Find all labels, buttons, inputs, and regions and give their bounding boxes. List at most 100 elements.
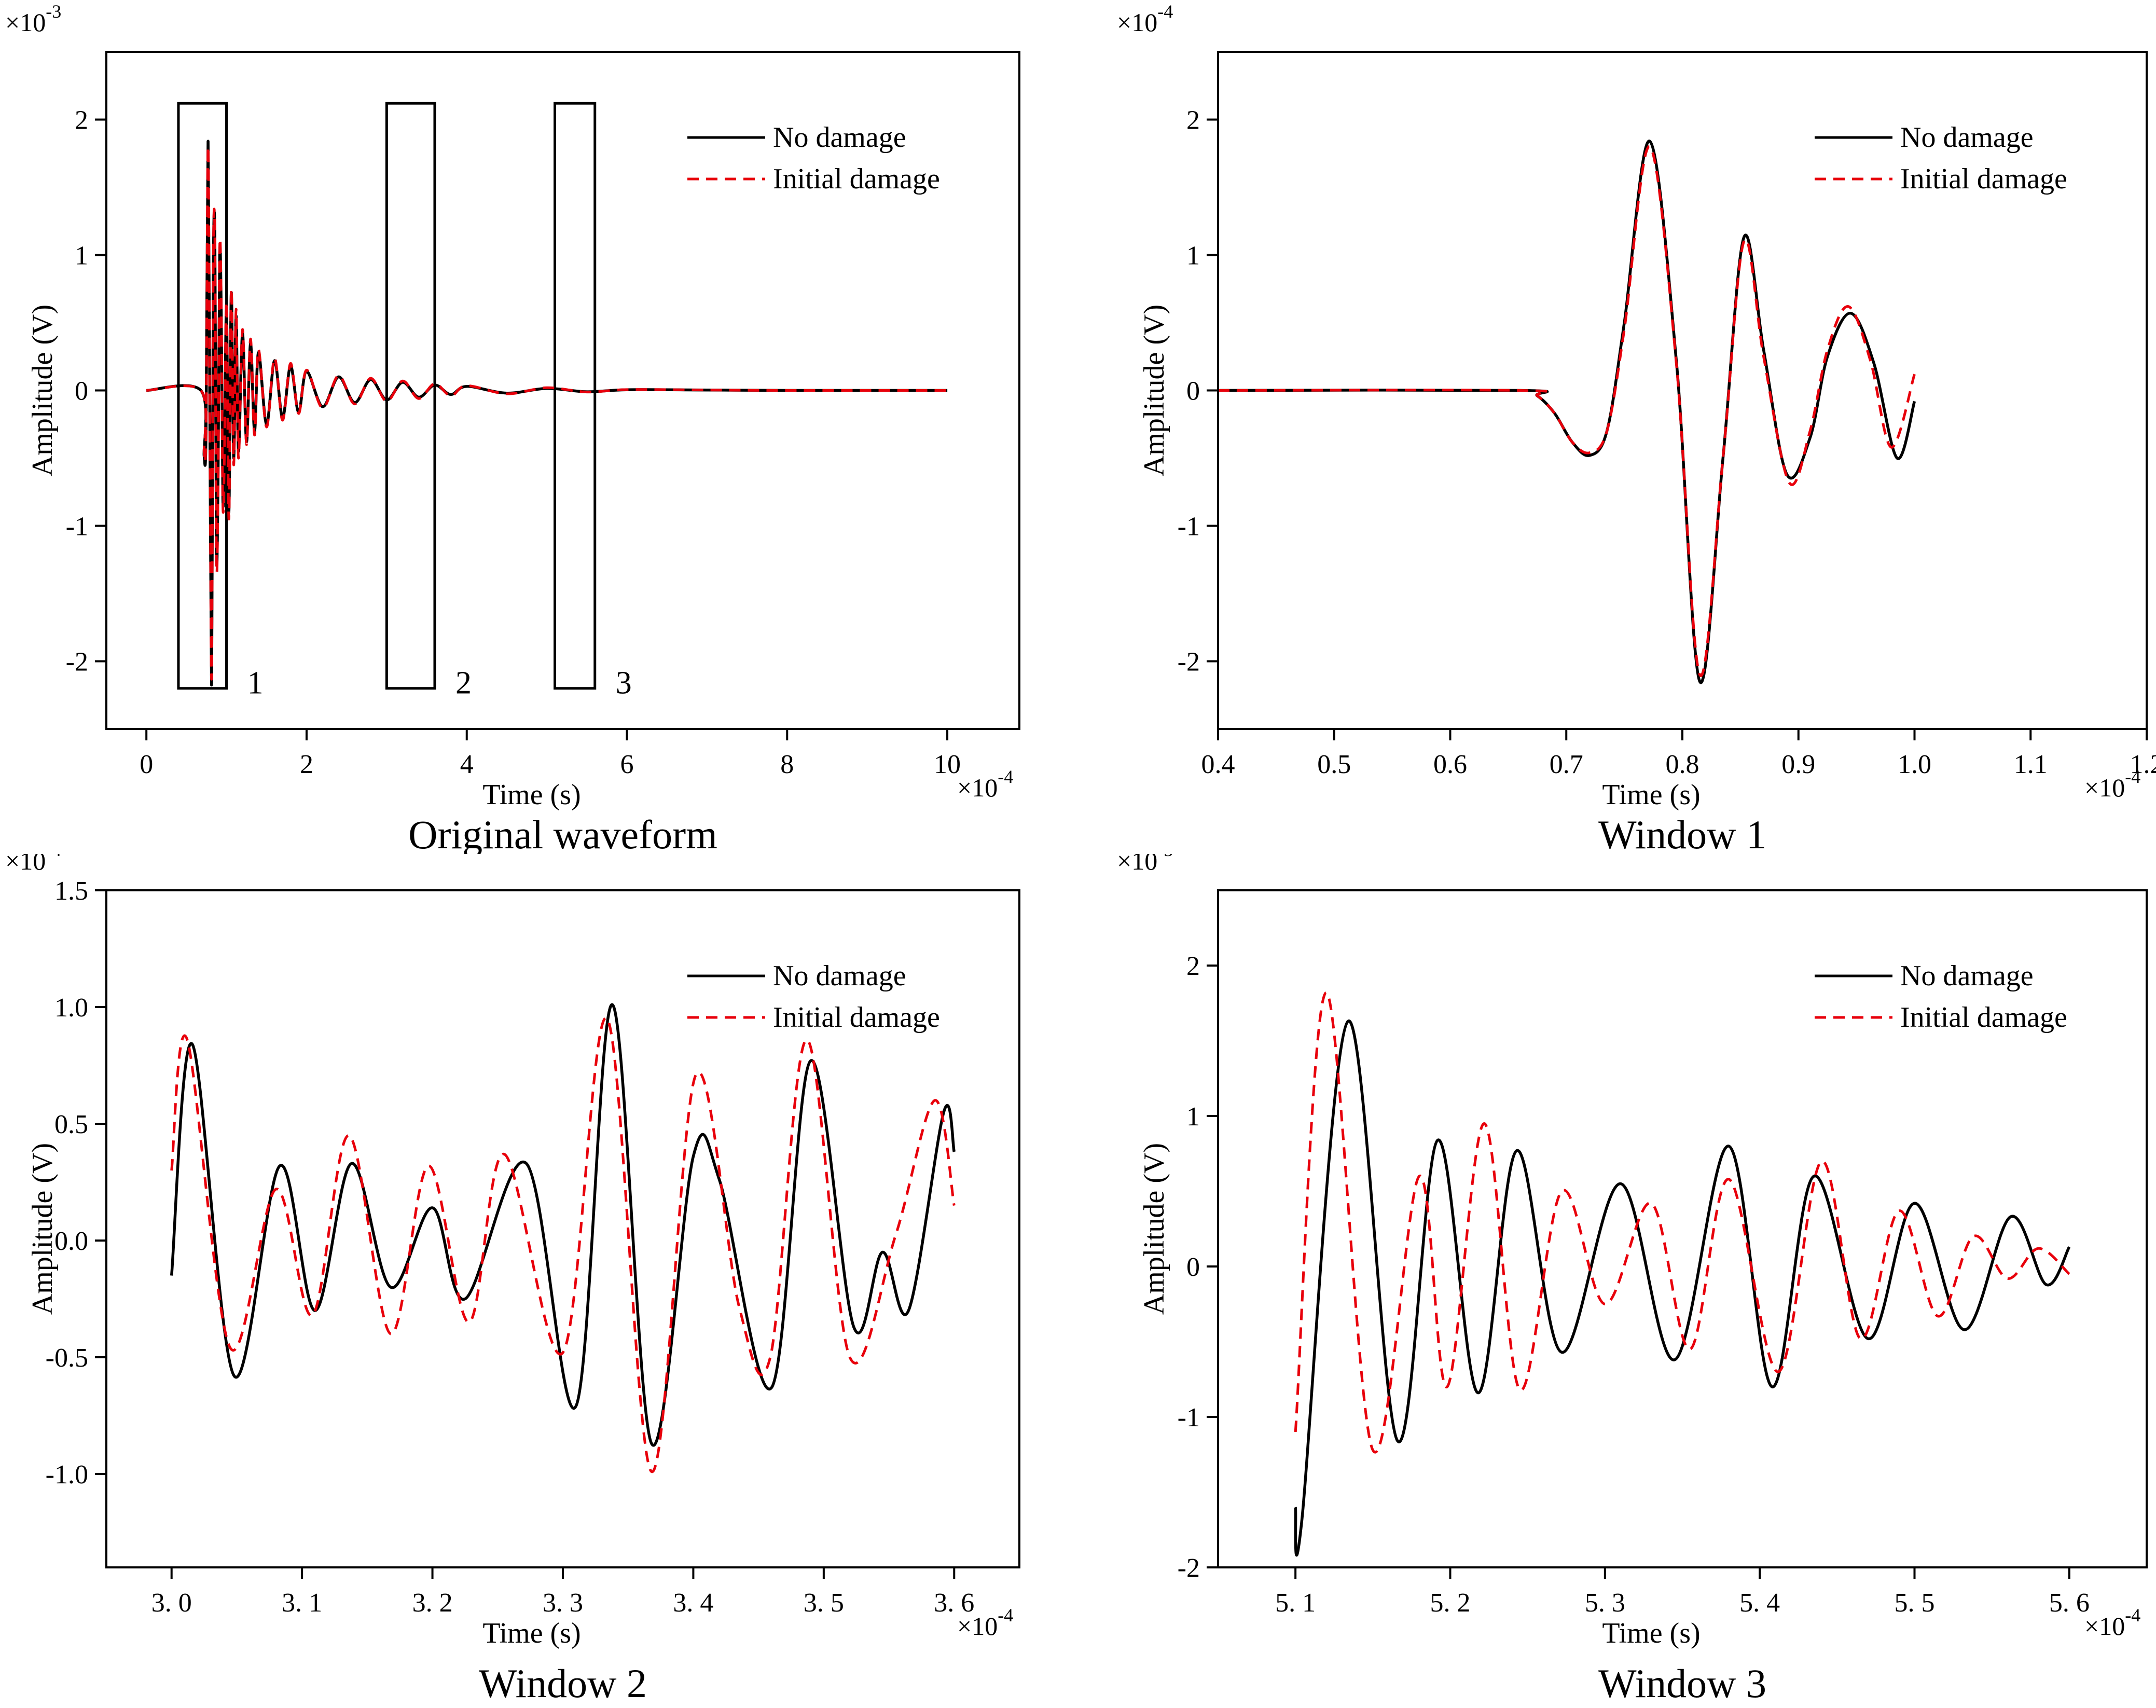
y-tick-label: -1 (66, 512, 88, 542)
x-tick-label: 0.9 (1781, 750, 1815, 779)
initial-damage-line (1218, 145, 1916, 678)
y-tick-label: -1.0 (46, 1460, 88, 1490)
x-tick-label: 5. 1 (1275, 1588, 1316, 1618)
y-tick-label: 2 (1186, 952, 1200, 981)
y-tick-label: 0 (1186, 1252, 1200, 1282)
y-tick-label: -2 (1178, 1553, 1200, 1583)
y-scale-label: ×10-4 (5, 854, 61, 875)
window-label-3: 3 (616, 666, 632, 701)
y-tick-label: 0 (75, 377, 88, 406)
legend-no-damage: No damage (1815, 121, 2034, 154)
x-scale-label: ×10-4 (957, 766, 1013, 802)
x-tick-label: 5. 5 (1895, 1588, 1935, 1618)
x-tick-label: 10 (934, 750, 961, 779)
chart-svg: 5. 1 5. 2 5. 3 5. 4 5. 5 5. 6 -2 -1 0 1 2 ×10-5 ×10-… (1117, 854, 2148, 1706)
series-group (1294, 991, 2071, 1557)
initial-damage-line (170, 1016, 956, 1473)
legend-label: Initial damage (1900, 1001, 2067, 1034)
initial-damage-line (146, 145, 948, 681)
legend-initial-damage: Initial damage (1815, 1001, 2067, 1034)
legend-label: No damage (773, 960, 906, 992)
x-tick-label: 0.7 (1550, 750, 1583, 779)
x-tick-label: 5. 4 (1739, 1588, 1780, 1618)
chart-panel-3: 3. 0 3. 1 3. 2 3. 3 3. 4 3. 5 3. 6 -1.0 -0.5 0.0 0… (0, 854, 1078, 1708)
y-tick-label: 1 (75, 241, 88, 271)
y-scale-label: ×10-5 (1117, 854, 1173, 875)
x-axis-label: Time (s) (1602, 1617, 1700, 1649)
y-tick-label: 1.5 (54, 876, 88, 906)
y-axis-label: Amplitude (V) (1138, 1143, 1170, 1315)
x-tick-label: 1.0 (1898, 750, 1931, 779)
x-tick-label: 3. 1 (282, 1588, 322, 1618)
legend-no-damage: No damage (687, 960, 906, 992)
x-scale-exponent: -4 (998, 1605, 1013, 1626)
legend-label: Initial damage (773, 163, 940, 195)
legend-initial-damage: Initial damage (1815, 163, 2067, 195)
y-scale-label: ×10-4 (1117, 1, 1173, 37)
window-label-1: 1 (247, 666, 264, 701)
y-tick-label: -1 (1178, 512, 1200, 542)
x-tick-label: 3. 5 (804, 1588, 844, 1618)
y-tick-label: 2 (1186, 106, 1200, 135)
no-damage-line (1294, 1020, 2071, 1557)
x-tick-label: 8 (780, 750, 794, 779)
x-tick-label: 5. 3 (1585, 1588, 1625, 1618)
chart-panel-4: 5. 1 5. 2 5. 3 5. 4 5. 5 5. 6 -2 -1 0 1 2 ×10-5 ×10-… (1078, 854, 2156, 1708)
y-axis-label: Amplitude (V) (26, 1143, 59, 1315)
x-tick-label: 0 (140, 750, 153, 779)
y-scale-exponent: -4 (1157, 1, 1173, 22)
x-tick-label: 3. 0 (151, 1588, 192, 1618)
x-tick-label: 6 (620, 750, 634, 779)
chart-panel-1: 1 2 3 0 2 4 6 8 10 -2 -1 0 1 2 ×10-3 ×10-4 Time (s) Ampli… (0, 0, 1078, 854)
x-tick-label: 0.4 (1201, 750, 1235, 779)
x-scale-exponent: -4 (2125, 766, 2140, 787)
panel-caption: Window 3 (1598, 1661, 1766, 1706)
x-tick-label: 3. 6 (934, 1588, 974, 1618)
y-tick-label: 1 (1186, 241, 1200, 271)
legend-label: No damage (1900, 960, 2034, 992)
no-damage-line (1218, 140, 1916, 684)
no-damage-line (170, 1003, 956, 1447)
y-scale-exponent: -3 (46, 1, 61, 22)
x-scale-exponent: -4 (998, 766, 1013, 787)
x-axis-label: Time (s) (1602, 779, 1700, 811)
series-group (146, 140, 948, 687)
x-tick-label: 4 (460, 750, 474, 779)
x-axis-label: Time (s) (482, 779, 581, 811)
legend-label: No damage (773, 121, 906, 154)
no-damage-line (146, 140, 948, 687)
y-tick-label: 2 (75, 106, 88, 135)
chart-svg: 3. 0 3. 1 3. 2 3. 3 3. 4 3. 5 3. 6 -1.0 -0.5 0.0 0… (5, 854, 1020, 1706)
panel-caption: Window 2 (479, 1661, 647, 1706)
panel-caption: Original waveform (408, 812, 717, 854)
x-tick-label: 0.5 (1317, 750, 1351, 779)
x-tick-label: 5. 6 (2049, 1588, 2090, 1618)
series-group (170, 1003, 956, 1473)
y-tick-label: -2 (66, 648, 88, 677)
y-tick-label: -1 (1178, 1403, 1200, 1432)
y-tick-label: 0.0 (54, 1227, 88, 1256)
x-tick-label: 3. 3 (543, 1588, 583, 1618)
x-tick-label: 0.8 (1666, 750, 1699, 779)
x-scale-label: ×10-4 (2084, 1605, 2140, 1641)
series-group (1218, 140, 1916, 684)
window-box-2 (385, 102, 436, 690)
y-tick-label: -0.5 (46, 1343, 88, 1373)
x-scale-exponent: -4 (2125, 1605, 2140, 1626)
chart-svg: 1 2 3 0 2 4 6 8 10 -2 -1 0 1 2 ×10-3 ×10-4 Time (s) Ampli… (5, 1, 1020, 854)
legend-initial-damage: Initial damage (687, 1001, 940, 1034)
legend-no-damage: No damage (1815, 960, 2034, 992)
legend-label: Initial damage (773, 1001, 940, 1034)
legend-label: No damage (1900, 121, 2034, 154)
y-axis-label: Amplitude (V) (26, 305, 59, 476)
x-tick-label: 3. 2 (412, 1588, 453, 1618)
x-tick-label: 5. 2 (1430, 1588, 1471, 1618)
chart-panel-2: 0.4 0.5 0.6 0.7 0.8 0.9 1.0 1.1 1.2 -2 -1 0 1 2 ×10-4 ×… (1078, 0, 2156, 854)
legend-no-damage: No damage (687, 121, 906, 154)
window-box-3 (554, 102, 597, 690)
x-axis-label: Time (s) (482, 1617, 581, 1649)
y-scale-exponent: -4 (46, 854, 61, 860)
y-tick-label: 1.0 (54, 993, 88, 1023)
y-tick-label: 0.5 (54, 1110, 88, 1139)
